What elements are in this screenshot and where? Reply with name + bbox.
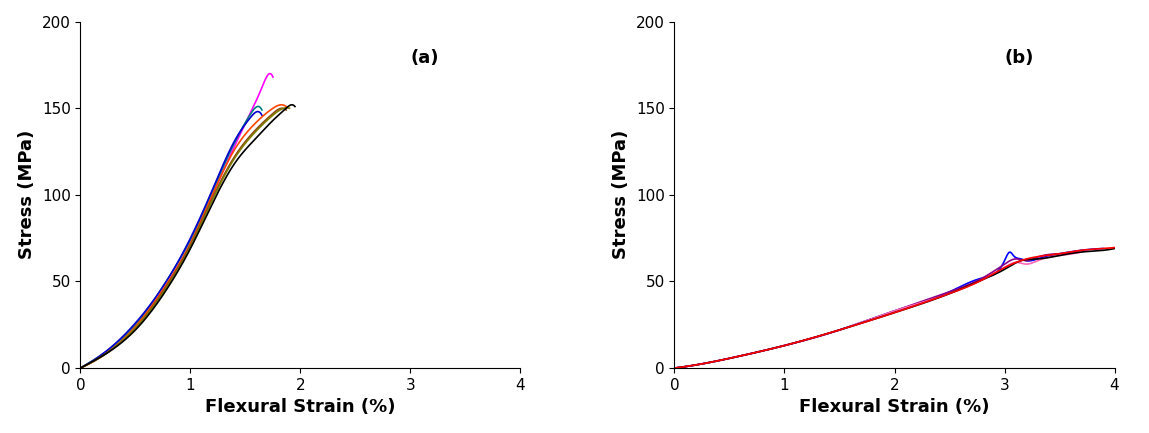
Text: (b): (b): [1004, 49, 1034, 68]
X-axis label: Flexural Strain (%): Flexural Strain (%): [206, 398, 395, 416]
X-axis label: Flexural Strain (%): Flexural Strain (%): [800, 398, 989, 416]
Y-axis label: Stress (MPa): Stress (MPa): [612, 130, 631, 259]
Text: (a): (a): [410, 49, 439, 68]
Y-axis label: Stress (MPa): Stress (MPa): [18, 130, 37, 259]
